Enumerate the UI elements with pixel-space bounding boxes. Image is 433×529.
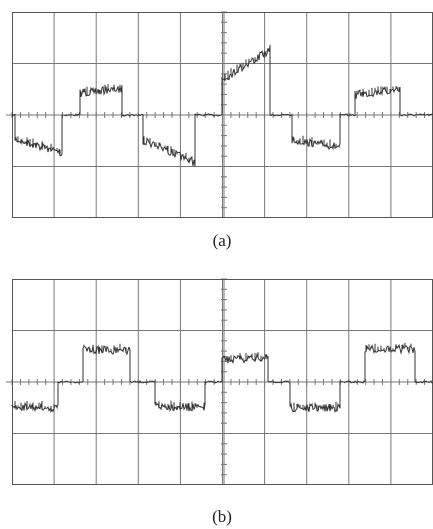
scope-panel: [6, 12, 433, 218]
figure: (a) (b): [0, 0, 433, 529]
caption: (b): [212, 507, 232, 526]
caption: (a): [213, 231, 232, 250]
scope-panel: [6, 279, 433, 485]
